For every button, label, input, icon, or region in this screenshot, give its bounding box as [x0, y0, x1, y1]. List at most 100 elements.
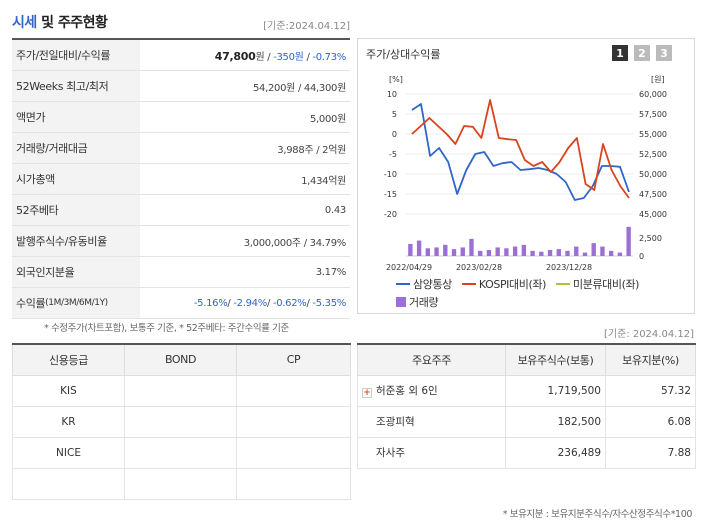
- volume-bar: [574, 246, 579, 256]
- quote-value-part: 54,200원 / 44,300원: [252, 82, 346, 94]
- chart-tab-2[interactable]: 2: [634, 45, 650, 61]
- credit-cell: [124, 405, 237, 438]
- quote-row-label: 거래량/거래대금: [12, 133, 140, 163]
- quote-row-label: 52Weeks 최고/최저: [12, 71, 140, 101]
- x-tick-label: 2023/12/28: [546, 263, 592, 272]
- legend-swatch-volume: [396, 297, 406, 307]
- volume-bar: [443, 244, 448, 256]
- chart-tab-1[interactable]: 1: [612, 45, 628, 61]
- chart-title: 주가/상대수익률: [366, 48, 441, 61]
- credit-header: 신용등급: [12, 343, 125, 376]
- quote-value-part: /: [227, 297, 234, 309]
- quote-row-value: 3,988주 / 2억원: [140, 141, 350, 156]
- quote-row: 거래량/거래대금 3,988주 / 2억원: [12, 133, 350, 164]
- stock-chart: [%] [원] 10 60,000 5 57,500 0 55,000 -5 52,500 -10 5…: [384, 75, 667, 272]
- shareholder-name-cell[interactable]: + 허준홍 외 6인: [357, 374, 506, 407]
- quote-row: 외국인지분율 3.17%: [12, 257, 350, 288]
- quote-row-label: 외국인지분율: [12, 257, 140, 287]
- quote-value-part: 3.17%: [315, 266, 347, 278]
- quote-value-part: 3,988주 / 2억원: [277, 144, 346, 156]
- volume-bar: [530, 250, 535, 256]
- legend-label-samyang: 삼양통상: [413, 278, 452, 291]
- shareholder-name: 허준홍 외 6인: [376, 385, 438, 397]
- volume-bar: [591, 243, 596, 256]
- volume-bar: [486, 250, 492, 256]
- right-tick-label: 45,000: [639, 210, 667, 219]
- x-tick-label: 2022/04/29: [386, 263, 432, 272]
- credit-cell: NICE: [12, 436, 125, 469]
- right-unit-label: [원]: [651, 75, 665, 84]
- volume-bar: [469, 238, 474, 256]
- quote-row-label-text: 시가총액: [16, 173, 55, 186]
- quote-row-label: 주가/전일대비/수익률: [12, 40, 140, 70]
- quote-row-value: 3.17%: [140, 267, 350, 278]
- quote-row-value: 3,000,000주 / 34.79%: [140, 234, 350, 249]
- right-tick-label: 57,500: [639, 110, 667, 119]
- shareholder-pct: 7.88: [605, 436, 696, 469]
- quote-value-part: 5,000원: [309, 113, 346, 125]
- quote-value-part: -0.62%: [272, 297, 307, 309]
- shareholder-name-cell: 자사주: [357, 436, 506, 469]
- quote-row-label-text: 발행주식수/유동비율: [16, 235, 107, 248]
- quote-row-label-text: 거래량/거래대금: [16, 142, 88, 155]
- credit-cell: [124, 436, 237, 469]
- quote-table: 주가/전일대비/수익률 47,800원 / -350원 / -0.73% 52Wee…: [12, 38, 350, 319]
- legend-item-samyang[interactable]: 삼양통상: [396, 276, 452, 292]
- right-tick-label: 47,500: [639, 190, 667, 199]
- legend-item-unclassified[interactable]: 미분류대비(좌): [555, 276, 639, 292]
- legend-line-blue: [396, 283, 410, 285]
- quote-value-part: -350원: [273, 51, 304, 63]
- quote-row: 액면가 5,000원: [12, 102, 350, 133]
- volume-bar: [416, 240, 422, 256]
- credit-cell: [236, 405, 351, 438]
- left-tick-label: -20: [384, 210, 397, 219]
- legend-item-volume[interactable]: 거래량: [396, 294, 696, 310]
- shareholder-table: 주요주주 보유주식수(보통) 보유지분(%) + 허준홍 외 6인 1,719,500 57…: [357, 343, 696, 469]
- quote-row: 주가/전일대비/수익률 47,800원 / -350원 / -0.73%: [12, 40, 350, 71]
- legend-item-kospi[interactable]: KOSPI대비(좌): [461, 276, 546, 292]
- shareholder-header: 보유지분(%): [605, 343, 696, 376]
- quote-row-value: 47,800원 / -350원 / -0.73%: [140, 48, 350, 63]
- volume-bar: [565, 250, 570, 256]
- volume-bar: [504, 248, 509, 256]
- quote-row-label: 수익률 (1M/3M/6M/1Y): [12, 288, 140, 318]
- chart-panel: [357, 38, 695, 314]
- quote-date: [기준:2024.04.12]: [263, 21, 350, 32]
- right-tick-label: 55,000: [639, 130, 667, 139]
- volume-bar: [512, 246, 518, 256]
- shareholder-name-cell: 조광피혁: [357, 405, 506, 438]
- quote-row: 52Weeks 최고/최저 54,200원 / 44,300원: [12, 71, 350, 102]
- legend-label-volume: 거래량: [409, 296, 439, 309]
- table-row: NICE: [12, 436, 351, 469]
- x-tick-label: 2023/02/28: [456, 263, 502, 272]
- volume-bar: [460, 247, 465, 256]
- left-tick-label: 5: [392, 110, 397, 119]
- table-row: 자사주 236,489 7.88: [357, 436, 696, 469]
- quote-value-part: -5.16%: [193, 297, 228, 309]
- right-tick-label: 60,000: [639, 90, 667, 99]
- credit-header: BOND: [124, 343, 237, 376]
- left-tick-label: 0: [392, 130, 397, 139]
- volume-bar: [626, 226, 631, 256]
- shareholder-header: 주요주주: [357, 343, 506, 376]
- quote-row-label-text: 액면가: [16, 111, 46, 124]
- quote-row: 수익률 (1M/3M/6M/1Y) -5.16%/ -2.94%/ -0.62%/…: [12, 288, 350, 319]
- credit-cell: KIS: [12, 374, 125, 407]
- volume-bar: [608, 250, 614, 256]
- expand-plus-icon[interactable]: +: [362, 388, 372, 398]
- quote-row-label-text: 52Weeks 최고/최저: [16, 80, 109, 93]
- chart-tab-3[interactable]: 3: [656, 45, 672, 61]
- left-unit-label: [%]: [389, 75, 403, 84]
- legend-label-kospi: KOSPI대비(좌): [478, 278, 546, 291]
- quote-value-part: 3,000,000주 / 34.79%: [243, 237, 347, 249]
- volume-bar: [478, 250, 483, 256]
- left-tick-label: 10: [387, 90, 397, 99]
- volume-tick-label: 0: [639, 252, 644, 261]
- table-row: + 허준홍 외 6인 1,719,500 57.32: [357, 374, 696, 407]
- volume-bar: [425, 248, 431, 256]
- quote-row-label: 52주베타: [12, 195, 140, 225]
- table-row: [12, 467, 351, 500]
- credit-table: 신용등급 BOND CP KIS KR NICE: [12, 343, 351, 500]
- legend-line-green: [555, 283, 570, 285]
- section-title-main: 시세: [12, 15, 37, 31]
